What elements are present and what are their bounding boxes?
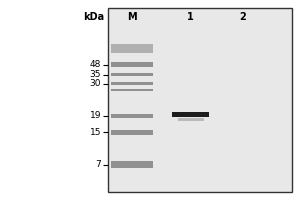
Text: 30: 30 (89, 79, 101, 88)
Text: kDa: kDa (83, 12, 104, 22)
Bar (111, 82, 153, 85)
Text: 1: 1 (188, 12, 194, 22)
Bar (111, 62, 153, 67)
Text: 19: 19 (89, 111, 101, 120)
Text: 15: 15 (89, 128, 101, 137)
Bar (111, 161, 153, 168)
Bar (111, 44, 153, 53)
Bar (172, 112, 209, 117)
Text: M: M (127, 12, 137, 22)
Text: 2: 2 (239, 12, 246, 22)
Bar (111, 89, 153, 91)
Bar (111, 130, 153, 135)
Bar (108, 8, 292, 192)
Bar (111, 73, 153, 76)
Text: 48: 48 (90, 60, 101, 69)
Bar (111, 114, 153, 118)
Text: 7: 7 (95, 160, 101, 169)
Bar (178, 118, 204, 121)
Text: 35: 35 (89, 70, 101, 79)
